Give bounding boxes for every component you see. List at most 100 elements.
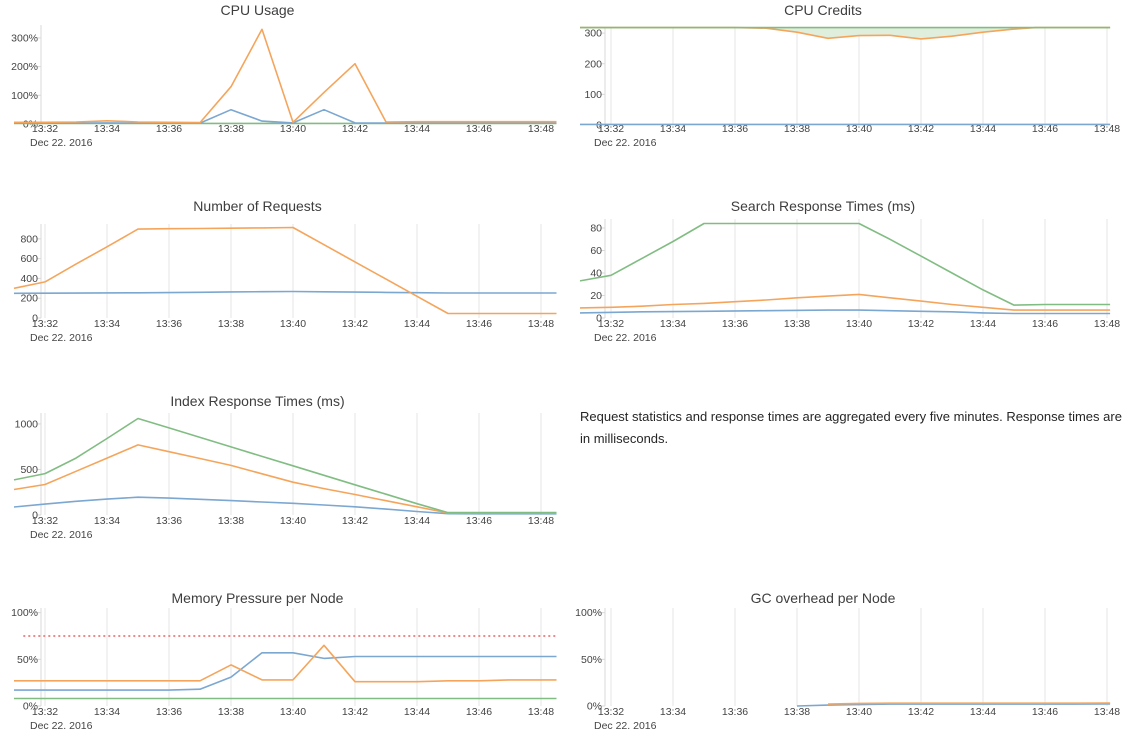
- svg-text:13:38: 13:38: [218, 515, 244, 527]
- svg-text:400: 400: [20, 273, 38, 285]
- svg-text:800: 800: [20, 233, 38, 245]
- svg-text:13:32: 13:32: [598, 123, 624, 135]
- svg-text:0%: 0%: [23, 701, 38, 713]
- svg-text:13:44: 13:44: [404, 123, 430, 135]
- svg-text:Dec 22. 2016: Dec 22. 2016: [594, 137, 657, 149]
- svg-text:13:42: 13:42: [342, 706, 368, 718]
- svg-text:13:36: 13:36: [156, 515, 182, 527]
- svg-text:13:38: 13:38: [784, 706, 810, 718]
- svg-text:13:40: 13:40: [280, 318, 306, 330]
- svg-text:13:44: 13:44: [404, 515, 430, 527]
- chart-gc-overhead: GC overhead per Node 0% 50% 100% 13:32 13:34…: [565, 580, 1131, 741]
- svg-text:13:38: 13:38: [784, 318, 810, 330]
- svg-text:200%: 200%: [11, 61, 38, 73]
- svg-text:13:32: 13:32: [32, 515, 58, 527]
- svg-text:Dec 22. 2016: Dec 22. 2016: [594, 332, 657, 344]
- svg-text:20: 20: [590, 290, 602, 302]
- svg-text:100%: 100%: [11, 90, 38, 102]
- svg-text:13:48: 13:48: [528, 706, 554, 718]
- svg-text:13:48: 13:48: [1094, 706, 1120, 718]
- chart-title: Memory Pressure per Node: [171, 590, 344, 606]
- svg-text:13:34: 13:34: [94, 515, 120, 527]
- svg-text:13:38: 13:38: [218, 123, 244, 135]
- svg-text:13:42: 13:42: [908, 123, 934, 135]
- svg-text:13:40: 13:40: [846, 123, 872, 135]
- svg-text:0: 0: [32, 510, 38, 522]
- svg-text:40: 40: [590, 268, 602, 280]
- svg-text:13:34: 13:34: [94, 706, 120, 718]
- svg-text:50%: 50%: [581, 654, 602, 666]
- chart-title: CPU Credits: [784, 2, 862, 18]
- chart-title: CPU Usage: [220, 2, 295, 18]
- svg-text:13:36: 13:36: [156, 123, 182, 135]
- svg-text:13:44: 13:44: [404, 318, 430, 330]
- svg-text:13:40: 13:40: [846, 318, 872, 330]
- svg-text:13:36: 13:36: [722, 123, 748, 135]
- svg-text:13:46: 13:46: [1032, 318, 1058, 330]
- chart-title: Index Response Times (ms): [170, 393, 345, 409]
- svg-text:0%: 0%: [587, 701, 602, 713]
- chart-cpu-credits: CPU Credits 0 100 200 300 13:32 13:34 13:36 13:…: [565, 0, 1131, 160]
- chart-title: GC overhead per Node: [750, 590, 896, 606]
- svg-text:13:34: 13:34: [660, 123, 686, 135]
- svg-text:13:34: 13:34: [94, 318, 120, 330]
- svg-text:13:46: 13:46: [466, 706, 492, 718]
- svg-text:13:48: 13:48: [528, 123, 554, 135]
- chart-search-response-times: Search Response Times (ms) 0 20 40 60 80 13:3…: [565, 190, 1131, 355]
- number-of-requests-plot[interactable]: 0 200 400 600 800 13:32 13:34 13:36 13:38 13:40 13…: [0, 210, 565, 355]
- svg-text:13:46: 13:46: [1032, 706, 1058, 718]
- svg-text:13:34: 13:34: [660, 706, 686, 718]
- memory-pressure-plot[interactable]: 0% 50% 100% 13:32 13:34 13:36 13:38 13:40 13:42 1…: [0, 600, 565, 741]
- svg-text:300%: 300%: [11, 32, 38, 44]
- cpu-credits-plot[interactable]: 0 100 200 300 13:32 13:34 13:36 13:38 13:40 13:42…: [565, 20, 1131, 160]
- chart-memory-pressure: Memory Pressure per Node 0% 50% 100% 13:32 1…: [0, 580, 565, 741]
- svg-text:13:46: 13:46: [466, 123, 492, 135]
- chart-number-of-requests: Number of Requests 0 200 400 600 800 13:32 13:…: [0, 190, 565, 355]
- svg-text:13:40: 13:40: [280, 706, 306, 718]
- svg-text:13:40: 13:40: [280, 123, 306, 135]
- svg-text:1000: 1000: [15, 418, 39, 430]
- svg-text:100%: 100%: [575, 607, 602, 619]
- svg-text:13:32: 13:32: [32, 706, 58, 718]
- svg-text:13:36: 13:36: [722, 318, 748, 330]
- svg-text:13:40: 13:40: [846, 706, 872, 718]
- svg-text:0: 0: [32, 313, 38, 325]
- svg-text:13:42: 13:42: [342, 515, 368, 527]
- svg-text:Dec 22. 2016: Dec 22. 2016: [30, 332, 93, 344]
- svg-text:13:36: 13:36: [156, 318, 182, 330]
- svg-text:13:38: 13:38: [218, 318, 244, 330]
- cpu-usage-plot[interactable]: 0%100%200%300%13:32 13:34 13:36 13:38 13:40 1…: [0, 20, 565, 160]
- svg-text:13:42: 13:42: [342, 123, 368, 135]
- svg-text:Dec 22. 2016: Dec 22. 2016: [30, 720, 93, 732]
- svg-text:0: 0: [596, 313, 602, 325]
- svg-text:13:44: 13:44: [970, 706, 996, 718]
- svg-text:300: 300: [584, 28, 602, 40]
- svg-text:13:40: 13:40: [280, 515, 306, 527]
- aggregation-note: Request statistics and response times ar…: [580, 409, 1122, 446]
- svg-text:100%: 100%: [11, 607, 38, 619]
- svg-text:13:38: 13:38: [784, 123, 810, 135]
- svg-text:13:32: 13:32: [32, 123, 58, 135]
- svg-text:13:44: 13:44: [404, 706, 430, 718]
- svg-text:13:34: 13:34: [660, 318, 686, 330]
- chart-cpu-usage: CPU Usage 0% 100% 200% 300% 13:32 13:34 13:36 1…: [0, 0, 565, 160]
- svg-text:13:46: 13:46: [466, 318, 492, 330]
- search-response-times-plot[interactable]: 0 20 40 60 80 13:32 13:34 13:36 13:38 13:40 13:42 1…: [565, 210, 1131, 355]
- gc-overhead-plot[interactable]: 0% 50% 100% 13:32 13:34 13:36 13:38 13:40 13:42 1…: [565, 600, 1131, 741]
- svg-text:13:42: 13:42: [342, 318, 368, 330]
- svg-text:60: 60: [590, 245, 602, 257]
- svg-text:50%: 50%: [17, 654, 38, 666]
- svg-text:13:42: 13:42: [908, 318, 934, 330]
- svg-text:13:48: 13:48: [1094, 123, 1120, 135]
- svg-text:13:46: 13:46: [466, 515, 492, 527]
- svg-text:Dec 22. 2016: Dec 22. 2016: [30, 137, 93, 149]
- svg-text:Dec 22. 2016: Dec 22. 2016: [30, 529, 93, 541]
- index-response-times-plot[interactable]: 0 500 1000 13:32 13:34 13:36 13:38 13:40 13:42 13…: [0, 405, 565, 550]
- chart-title: Number of Requests: [193, 198, 322, 214]
- svg-text:Dec 22. 2016: Dec 22. 2016: [594, 720, 657, 732]
- svg-text:13:36: 13:36: [722, 706, 748, 718]
- svg-text:13:36: 13:36: [156, 706, 182, 718]
- svg-text:500: 500: [20, 464, 38, 476]
- svg-text:100: 100: [584, 89, 602, 101]
- svg-text:13:46: 13:46: [1032, 123, 1058, 135]
